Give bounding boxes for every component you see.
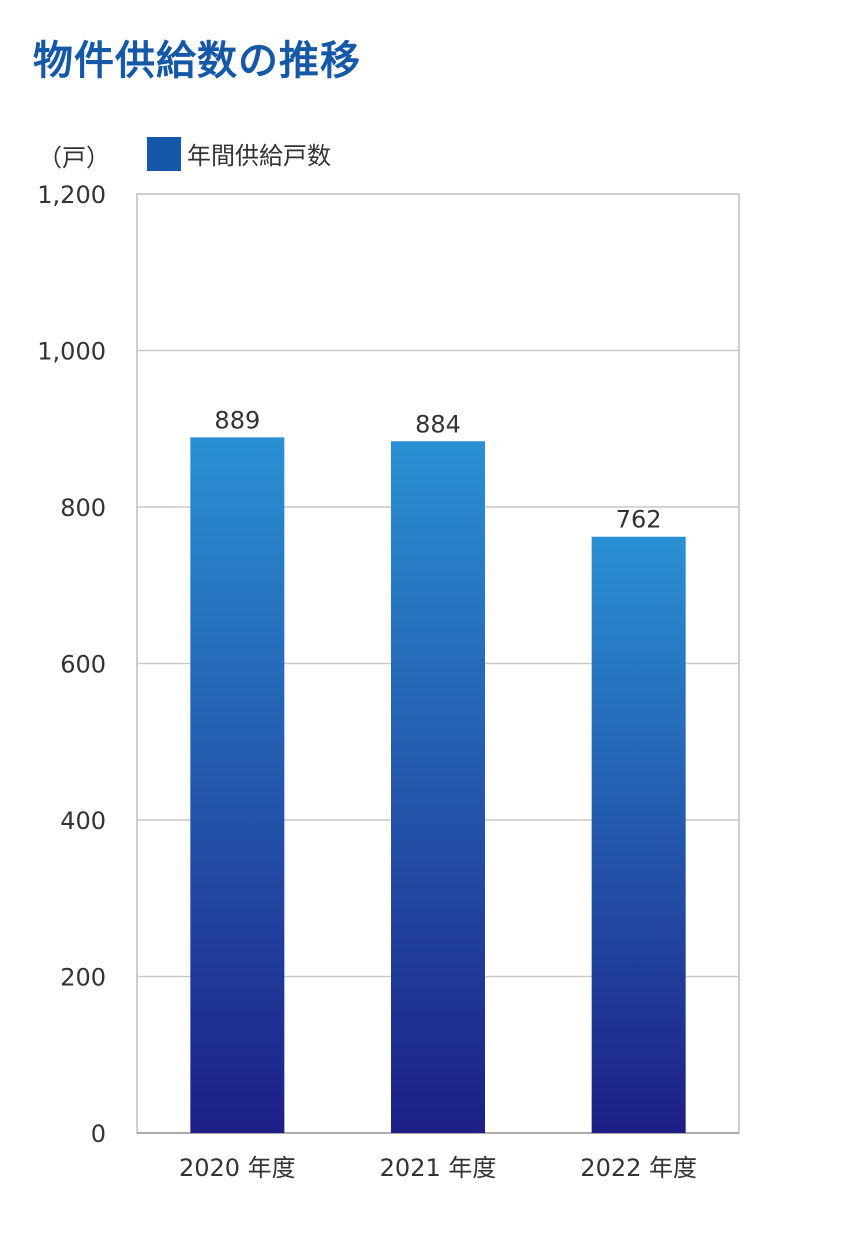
legend-swatch bbox=[147, 136, 181, 171]
bar-value-label: 762 bbox=[616, 506, 662, 534]
x-tick-label: 2021 年度 bbox=[380, 1154, 497, 1182]
y-tick-label: 0 bbox=[91, 1120, 106, 1148]
bar bbox=[591, 536, 686, 1133]
y-tick-label: 800 bbox=[60, 494, 106, 522]
y-tick-label: 1,000 bbox=[37, 338, 106, 366]
legend: 年間供給戸数 bbox=[147, 136, 331, 171]
x-tick-label: 2022 年度 bbox=[580, 1154, 697, 1182]
chart-title: 物件供給数の推移 bbox=[33, 38, 361, 84]
bar-value-label: 889 bbox=[214, 406, 260, 434]
legend-label: 年間供給戸数 bbox=[187, 142, 331, 170]
y-tick-label: 400 bbox=[60, 807, 106, 835]
y-tick-label: 1,200 bbox=[37, 181, 106, 209]
bar-value-label: 884 bbox=[415, 410, 461, 438]
bar bbox=[190, 437, 285, 1133]
y-tick-label: 600 bbox=[60, 651, 106, 679]
x-tick-label: 2020 年度 bbox=[179, 1154, 296, 1182]
bar bbox=[391, 441, 485, 1133]
y-axis-unit-label: （戸） bbox=[38, 144, 110, 172]
y-tick-label: 200 bbox=[60, 964, 106, 992]
